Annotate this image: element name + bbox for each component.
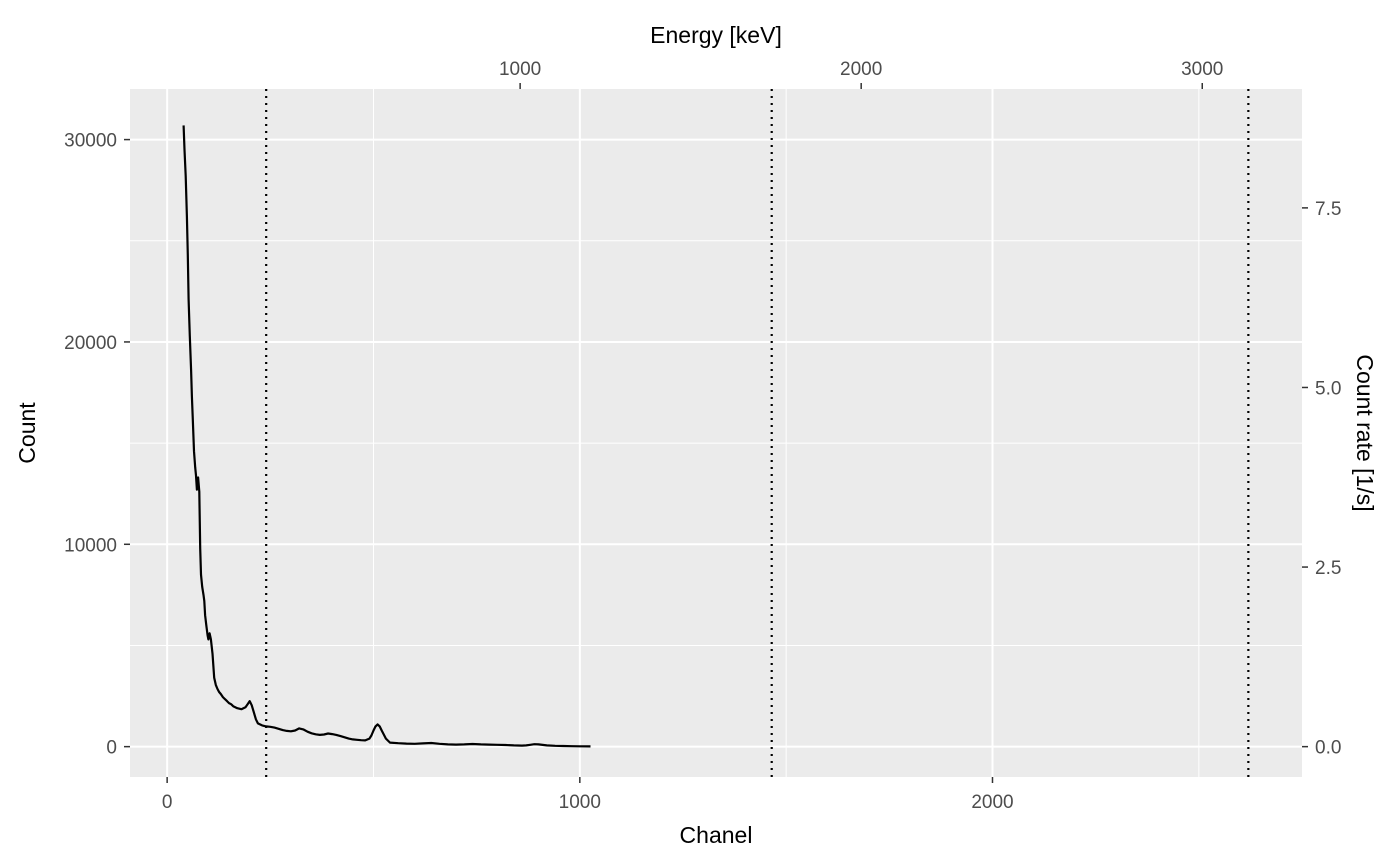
x-tick-label: 0 [162,792,173,813]
y-axis-ticks: 0 10000 20000 30000 [64,131,130,759]
count-rate-axis-title: Count rate [1/s] [1352,354,1378,511]
y-tick-label: 10000 [64,535,117,556]
energy-tick-label: 1000 [499,59,541,80]
x-axis-title: Chanel [680,822,753,848]
count-rate-axis-ticks: 0.0 2.5 5.0 7.5 [1302,199,1341,759]
energy-tick-label: 2000 [840,59,882,80]
energy-tick-label: 3000 [1181,59,1223,80]
energy-axis-ticks: 1000 2000 3000 [499,59,1223,89]
y-tick-label: 20000 [64,333,117,354]
x-tick-label: 2000 [971,792,1013,813]
spectrum-line [182,125,591,748]
count-rate-tick-label: 2.5 [1315,558,1341,579]
x-tick-label: 1000 [559,792,601,813]
count-rate-tick-label: 0.0 [1315,738,1341,759]
plot-panel [130,89,1302,777]
y-axis-title: Count [14,402,40,464]
major-gridlines [130,89,1302,777]
minor-gridlines [130,89,1302,777]
y-tick-label: 0 [106,738,117,759]
energy-axis-title: Energy [keV] [650,22,782,48]
count-rate-tick-label: 7.5 [1315,199,1341,220]
reference-lines [265,89,1250,777]
x-axis-ticks: 0 1000 2000 [162,777,1014,813]
y-tick-label: 30000 [64,131,117,152]
count-rate-tick-label: 5.0 [1315,378,1341,399]
